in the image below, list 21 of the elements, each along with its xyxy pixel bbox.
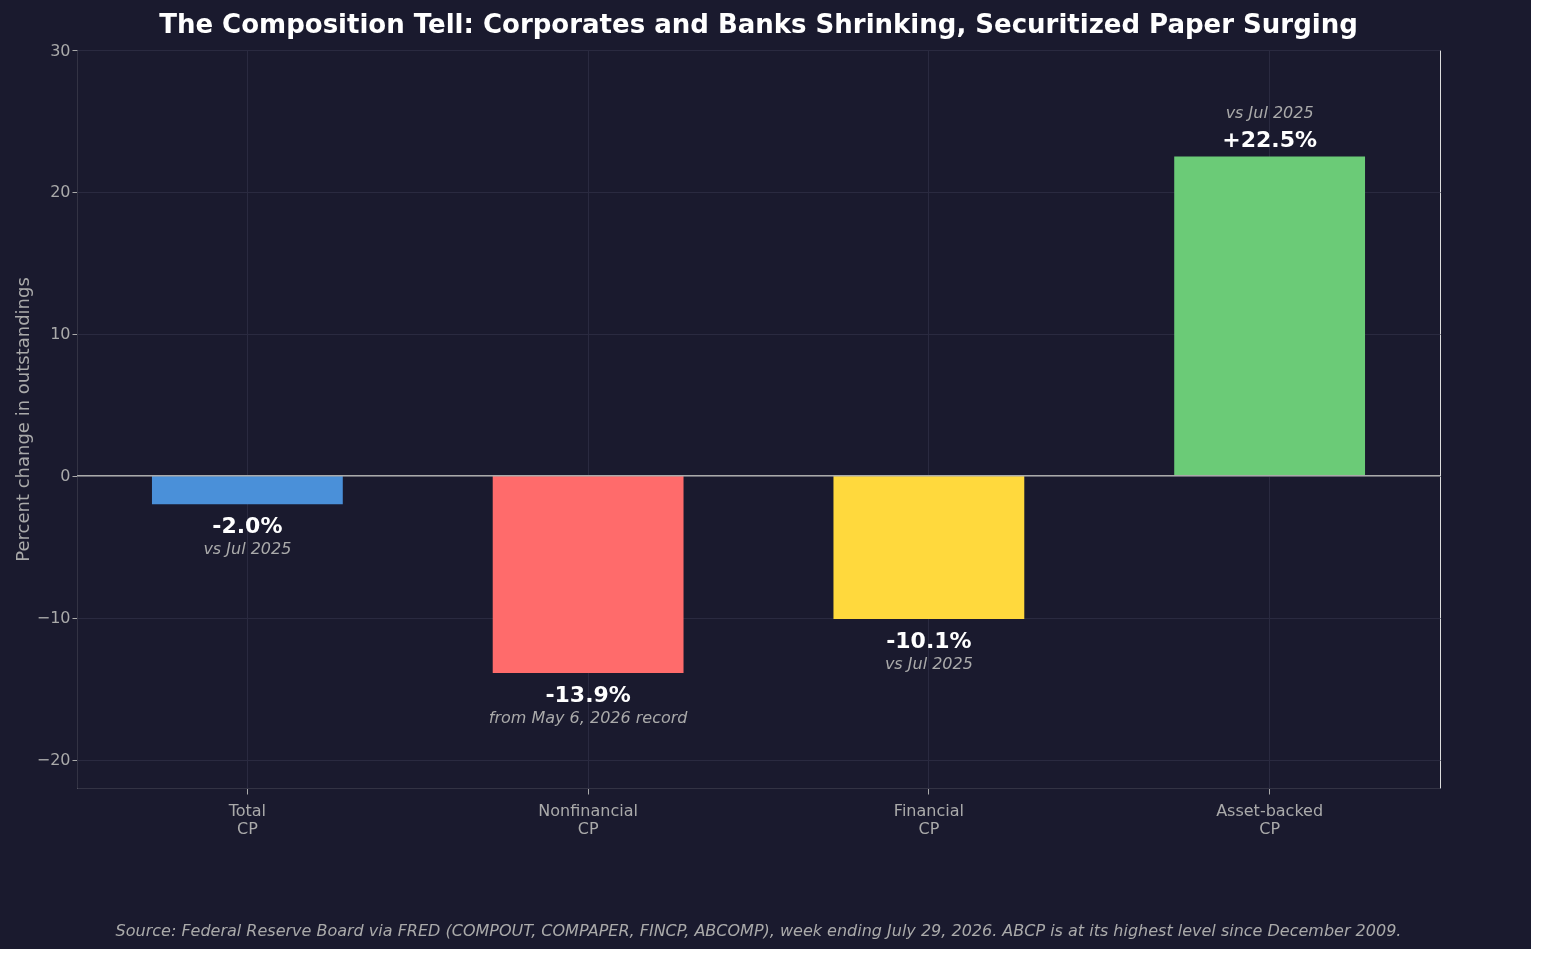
y-axis-title: Percent change in outstandings [11, 277, 33, 562]
y-tick-label: 20 [50, 182, 71, 202]
y-tick-label: −10 [36, 608, 71, 628]
x-tick-label: Nonfinancial CP [538, 800, 638, 838]
annotation: vs Jul 2025 [1225, 103, 1314, 123]
y-tick-label: −20 [36, 750, 71, 770]
x-tick-label: Total CP [227, 800, 267, 838]
y-tick-label: 30 [50, 40, 71, 60]
chart-title: The Composition Tell: Corporates and Banks Shrinking, Securitized Paper Surging [159, 9, 1358, 39]
annotation: vs Jul 2025 [203, 539, 292, 559]
annotation: from May 6, 2026 record [488, 708, 689, 728]
y-tick-label: 0 [60, 466, 71, 486]
y-tick-label: 10 [50, 324, 71, 344]
source-note: Source: Federal Reserve Board via FRED (COMPOUT, COMPAPER, FINCP, ABCOMP), week ending July 29, 2026. ABCP is at its highest level since December 2009. [115, 921, 1402, 940]
x-tick-label: Financial CP [893, 800, 964, 838]
data-label: -10.1% [886, 628, 972, 654]
data-label: -2.0% [212, 513, 283, 539]
x-tick-label: Asset-backed CP [1216, 800, 1324, 838]
annotation: vs Jul 2025 [884, 654, 973, 674]
data-label: +22.5% [1222, 127, 1318, 153]
data-label: -13.9% [545, 682, 631, 708]
